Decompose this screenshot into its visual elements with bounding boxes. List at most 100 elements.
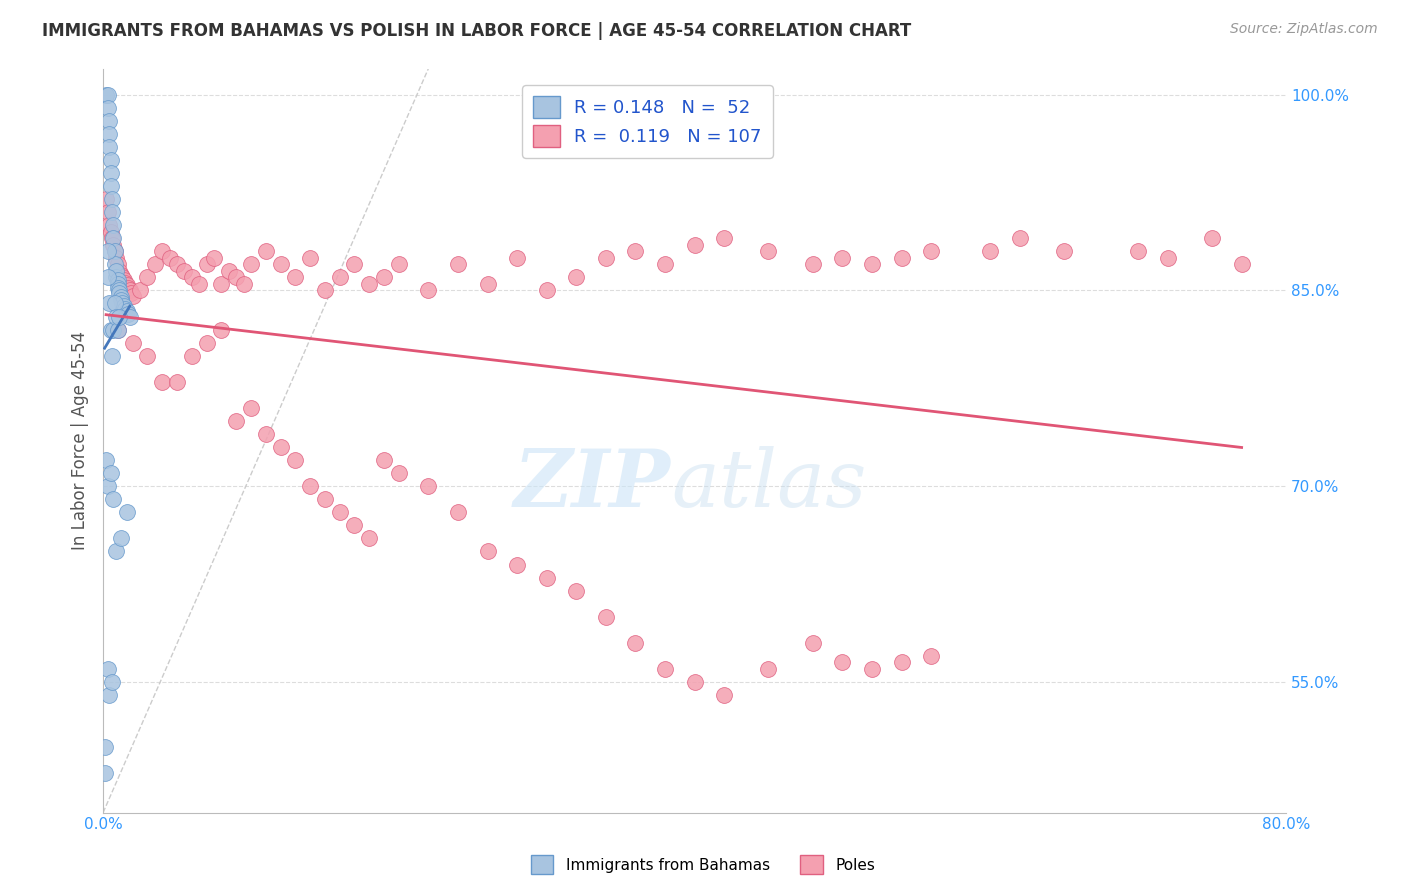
Point [1201, 231, 1223, 245]
Point [373, 453, 395, 467]
Point [104, 296, 127, 310]
Point [120, 286, 142, 301]
Point [890, 656, 912, 670]
Point [97, 270, 120, 285]
Point [98, 218, 121, 232]
Point [136, 270, 159, 285]
Point [100, 225, 122, 239]
Point [329, 505, 352, 519]
Point [447, 257, 470, 271]
Point [107, 273, 129, 287]
Point [98, 296, 121, 310]
Point [388, 466, 411, 480]
Point [418, 284, 440, 298]
Point [105, 544, 128, 558]
Y-axis label: In Labor Force | Age 45-54: In Labor Force | Age 45-54 [72, 331, 89, 550]
Point [103, 237, 125, 252]
Point [654, 257, 676, 271]
Text: ZIP: ZIP [515, 446, 671, 524]
Point [101, 192, 124, 206]
Point [104, 257, 127, 271]
Point [1008, 231, 1031, 245]
Point [97, 101, 120, 115]
Point [624, 244, 647, 259]
Point [111, 296, 134, 310]
Point [180, 349, 202, 363]
Point [98, 688, 121, 702]
Point [447, 505, 470, 519]
Point [166, 375, 188, 389]
Point [94, 87, 117, 102]
Point [1053, 244, 1076, 259]
Point [254, 244, 277, 259]
Point [129, 284, 152, 298]
Point [104, 244, 127, 259]
Point [159, 251, 181, 265]
Point [654, 662, 676, 676]
Point [209, 322, 232, 336]
Point [100, 322, 122, 336]
Point [107, 281, 129, 295]
Point [118, 284, 141, 298]
Point [105, 310, 128, 324]
Point [115, 278, 138, 293]
Point [758, 244, 780, 259]
Point [270, 440, 292, 454]
Point [143, 257, 166, 271]
Text: IMMIGRANTS FROM BAHAMAS VS POLISH IN LABOR FORCE | AGE 45-54 CORRELATION CHART: IMMIGRANTS FROM BAHAMAS VS POLISH IN LAB… [42, 22, 911, 40]
Point [104, 244, 127, 259]
Point [188, 277, 211, 291]
Point [166, 257, 188, 271]
Point [101, 231, 124, 245]
Point [100, 179, 122, 194]
Point [173, 264, 195, 278]
Point [98, 113, 121, 128]
Point [97, 479, 120, 493]
Point [477, 277, 499, 291]
Point [108, 284, 131, 298]
Point [110, 293, 132, 307]
Point [565, 583, 588, 598]
Point [114, 276, 136, 290]
Point [101, 349, 124, 363]
Point [284, 453, 307, 467]
Text: Source: ZipAtlas.com: Source: ZipAtlas.com [1230, 22, 1378, 37]
Point [121, 288, 143, 302]
Point [103, 322, 125, 336]
Point [105, 264, 128, 278]
Point [890, 251, 912, 265]
Point [860, 257, 883, 271]
Point [920, 648, 942, 663]
Point [506, 558, 529, 572]
Point [93, 766, 115, 780]
Point [110, 290, 132, 304]
Point [225, 414, 247, 428]
Point [920, 244, 942, 259]
Point [97, 205, 120, 219]
Point [110, 532, 132, 546]
Point [329, 270, 352, 285]
Point [225, 270, 247, 285]
Point [136, 349, 159, 363]
Point [100, 166, 122, 180]
Point [101, 205, 124, 219]
Point [359, 277, 381, 291]
Point [112, 273, 135, 287]
Point [831, 656, 853, 670]
Point [121, 335, 143, 350]
Point [343, 518, 366, 533]
Point [94, 192, 117, 206]
Point [240, 257, 263, 271]
Point [1230, 257, 1253, 271]
Point [506, 251, 529, 265]
Point [536, 571, 558, 585]
Point [105, 270, 128, 285]
Point [112, 299, 135, 313]
Point [107, 322, 129, 336]
Point [103, 231, 125, 245]
Point [801, 636, 824, 650]
Point [115, 505, 138, 519]
Point [343, 257, 366, 271]
Point [758, 662, 780, 676]
Point [232, 277, 254, 291]
